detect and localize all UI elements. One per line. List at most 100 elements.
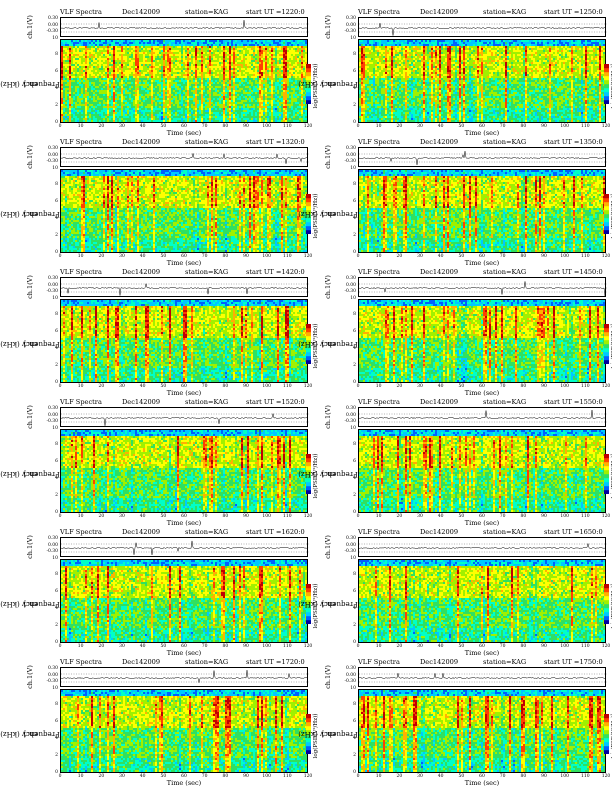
spectrogram-cell: [265, 70, 267, 72]
spectrogram-cell: [67, 46, 69, 48]
spectrogram-cell: [77, 112, 79, 114]
spectrogram-cell: [103, 44, 105, 46]
spectrogram-cell: [177, 96, 179, 98]
spectrogram-cell: [105, 116, 107, 118]
spectrogram-cell: [117, 52, 119, 54]
spectrogram-cell: [145, 74, 147, 76]
spectrogram-cell: [279, 98, 281, 100]
spectrogram-cell: [221, 82, 223, 84]
spectrogram-cell: [217, 90, 219, 92]
spectrogram-cell: [307, 52, 308, 54]
spectrogram-cell: [289, 104, 291, 106]
spectrogram-cell: [281, 70, 283, 72]
spectrogram-cell: [291, 74, 293, 76]
spectrogram-cell: [139, 74, 141, 76]
spectrogram-cell: [281, 44, 283, 46]
spectrogram-cell: [157, 80, 159, 82]
spectrogram-cell: [81, 80, 83, 82]
spectrogram-cell: [261, 104, 263, 106]
spectrogram-cell: [289, 52, 291, 54]
spectrogram-cell: [269, 104, 271, 106]
spectrogram-cell: [237, 48, 239, 50]
spectrogram-cell: [159, 40, 161, 42]
spectrogram-cell: [285, 44, 287, 46]
spectrogram-cell: [61, 68, 63, 70]
spectrogram-cell: [195, 78, 197, 80]
spectrogram-cell: [139, 70, 141, 72]
spectrogram-cell: [65, 114, 67, 116]
spectrogram-cell: [169, 70, 171, 72]
spectrogram-cell: [257, 46, 259, 48]
spectrogram-cell: [87, 104, 89, 106]
spectrogram-cell: [203, 62, 205, 64]
spectrogram-cell: [63, 50, 65, 52]
spectrogram-cell: [101, 82, 103, 84]
spectrogram-cell: [247, 40, 249, 42]
spectrogram-cell: [101, 54, 103, 56]
spectrogram-cell: [215, 56, 217, 58]
spectrogram-cell: [227, 46, 229, 48]
spectrogram-cell: [157, 102, 159, 104]
spectrogram-cell: [243, 98, 245, 100]
spectrogram-cell: [127, 76, 129, 78]
spectrogram-cell: [247, 102, 249, 104]
spectrogram-cell: [231, 50, 233, 52]
spectrogram-cell: [225, 100, 227, 102]
spectrogram-cell: [115, 64, 117, 66]
spectrogram-cell: [201, 96, 203, 98]
spectrogram-cell: [91, 88, 93, 90]
spectrogram-cell: [123, 48, 125, 50]
spectrogram-cell: [171, 64, 173, 66]
spectrogram-cell: [213, 116, 215, 118]
spectrogram-cell: [207, 76, 209, 78]
spectrogram-cell: [163, 98, 165, 100]
spectrogram-cell: [173, 78, 175, 80]
spectrogram-cell: [205, 70, 207, 72]
spectrogram-cell: [123, 98, 125, 100]
spectrogram-cell: [219, 86, 221, 88]
spectrogram-cell: [163, 72, 165, 74]
spectrogram-cell: [207, 60, 209, 62]
spectrogram-cell: [65, 68, 67, 70]
spectrogram-cell: [147, 58, 149, 60]
spectrogram-cell: [135, 102, 137, 104]
spectrogram-cell: [73, 84, 75, 86]
spectrogram-cell: [195, 104, 197, 106]
spectrogram-cell: [103, 60, 105, 62]
spectrogram-cell: [177, 56, 179, 58]
spectrogram-cell: [169, 80, 171, 82]
spectrogram-cell: [237, 50, 239, 52]
spectrogram-cell: [243, 60, 245, 62]
spectrogram-cell: [251, 94, 253, 96]
spectrogram-cell: [103, 106, 105, 108]
spectrogram-cell: [175, 68, 177, 70]
spectrogram-cell: [85, 40, 87, 42]
spectrogram-cell: [85, 96, 87, 98]
spectrogram-cell: [139, 82, 141, 84]
spectrogram-cell: [165, 60, 167, 62]
panel-title: VLF Spectra Dec142009 station=KAG start UT …: [60, 8, 308, 17]
spectrogram-cell: [69, 80, 71, 82]
spectrogram-cell: [87, 114, 89, 116]
spectrogram-cell: [235, 70, 237, 72]
spectrogram-cell: [285, 72, 287, 74]
spectrogram-cell: [129, 100, 131, 102]
spectrogram-cell: [93, 82, 95, 84]
spectrogram-cell: [181, 104, 183, 106]
spectrogram-cell: [121, 54, 123, 56]
spectrogram-cell: [121, 118, 123, 120]
spectrogram-cell: [209, 84, 211, 86]
spectrogram-cell: [73, 86, 75, 88]
spectrogram-cell: [75, 84, 77, 86]
spectrogram-cell: [215, 78, 217, 80]
spectrogram-cell: [289, 74, 291, 76]
spectrogram-cell: [261, 112, 263, 114]
spectrogram-cell: [63, 44, 65, 46]
spectrogram-cell: [123, 44, 125, 46]
spectrogram-cell: [85, 116, 87, 118]
spectrogram-cell: [237, 104, 239, 106]
spectrogram-cell: [219, 66, 221, 68]
spectrogram-cell: [161, 84, 163, 86]
spectrogram-cell: [293, 118, 295, 120]
spectrogram-cell: [267, 82, 269, 84]
